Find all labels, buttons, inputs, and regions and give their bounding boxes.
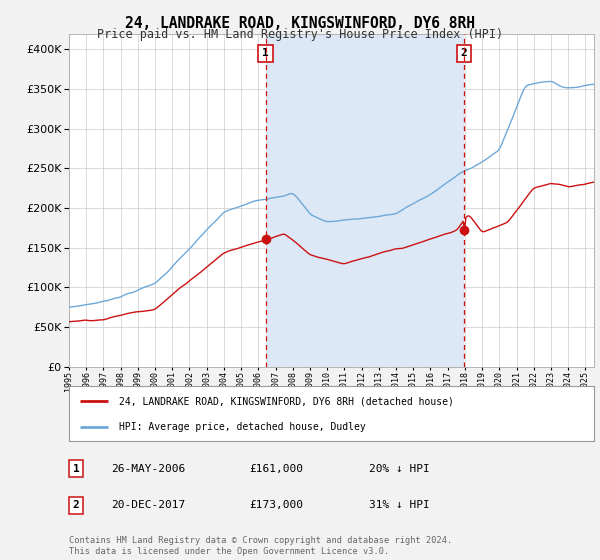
Text: 26-MAY-2006: 26-MAY-2006 xyxy=(111,464,185,474)
Text: 31% ↓ HPI: 31% ↓ HPI xyxy=(369,500,430,510)
Text: HPI: Average price, detached house, Dudley: HPI: Average price, detached house, Dudl… xyxy=(119,422,365,432)
Text: 1: 1 xyxy=(73,464,80,474)
Text: 2: 2 xyxy=(461,48,467,58)
Text: 24, LANDRAKE ROAD, KINGSWINFORD, DY6 8RH: 24, LANDRAKE ROAD, KINGSWINFORD, DY6 8RH xyxy=(125,16,475,31)
Text: 20% ↓ HPI: 20% ↓ HPI xyxy=(369,464,430,474)
Bar xyxy=(266,34,464,367)
Text: 24, LANDRAKE ROAD, KINGSWINFORD, DY6 8RH (detached house): 24, LANDRAKE ROAD, KINGSWINFORD, DY6 8RH… xyxy=(119,396,454,406)
Text: 2: 2 xyxy=(73,500,80,510)
Text: 1: 1 xyxy=(262,48,269,58)
Text: Price paid vs. HM Land Registry's House Price Index (HPI): Price paid vs. HM Land Registry's House … xyxy=(97,28,503,41)
Text: 20-DEC-2017: 20-DEC-2017 xyxy=(111,500,185,510)
Text: Contains HM Land Registry data © Crown copyright and database right 2024.
This d: Contains HM Land Registry data © Crown c… xyxy=(69,536,452,556)
Text: £161,000: £161,000 xyxy=(249,464,303,474)
Text: £173,000: £173,000 xyxy=(249,500,303,510)
